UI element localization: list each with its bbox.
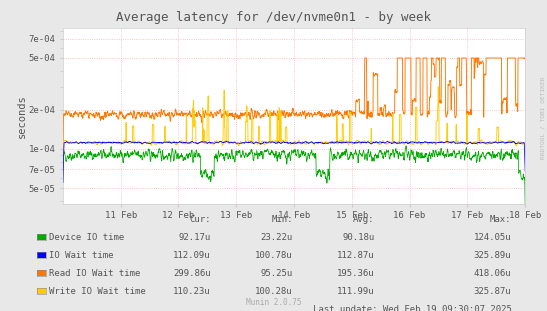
Text: 325.87u: 325.87u [474, 287, 511, 296]
Text: Write IO Wait time: Write IO Wait time [49, 287, 146, 296]
Text: 299.86u: 299.86u [173, 269, 211, 278]
Y-axis label: seconds: seconds [17, 94, 27, 138]
Text: Min:: Min: [271, 215, 293, 224]
Text: 124.05u: 124.05u [474, 233, 511, 242]
Text: 23.22u: 23.22u [260, 233, 293, 242]
Text: Average latency for /dev/nvme0n1 - by week: Average latency for /dev/nvme0n1 - by we… [116, 11, 431, 24]
Text: Cur:: Cur: [189, 215, 211, 224]
Text: 100.28u: 100.28u [255, 287, 293, 296]
Text: 325.89u: 325.89u [474, 251, 511, 260]
Text: IO Wait time: IO Wait time [49, 251, 113, 260]
Text: Avg:: Avg: [353, 215, 375, 224]
Text: 195.36u: 195.36u [337, 269, 375, 278]
Text: Device IO time: Device IO time [49, 233, 124, 242]
Text: 95.25u: 95.25u [260, 269, 293, 278]
Text: Last update: Wed Feb 19 09:30:07 2025: Last update: Wed Feb 19 09:30:07 2025 [312, 305, 511, 311]
Text: 100.78u: 100.78u [255, 251, 293, 260]
Text: 418.06u: 418.06u [474, 269, 511, 278]
Text: Read IO Wait time: Read IO Wait time [49, 269, 140, 278]
Text: 111.99u: 111.99u [337, 287, 375, 296]
Text: 90.18u: 90.18u [342, 233, 375, 242]
Text: 112.87u: 112.87u [337, 251, 375, 260]
Text: 110.23u: 110.23u [173, 287, 211, 296]
Text: 112.09u: 112.09u [173, 251, 211, 260]
Text: Max:: Max: [490, 215, 511, 224]
Text: Munin 2.0.75: Munin 2.0.75 [246, 298, 301, 307]
Text: 92.17u: 92.17u [178, 233, 211, 242]
Text: RRDTOOL / TOBI OETIKER: RRDTOOL / TOBI OETIKER [541, 77, 546, 160]
